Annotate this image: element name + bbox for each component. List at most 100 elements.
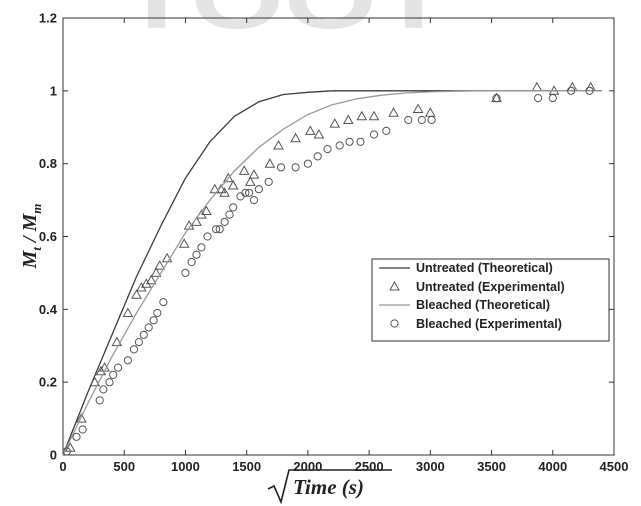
legend-label-bleached-theoretical: Bleached (Theoretical) — [416, 298, 550, 312]
data-point-untreated-experimental — [248, 169, 260, 179]
data-point-bleached-experimental — [105, 378, 114, 387]
data-point-bleached-experimental — [62, 447, 71, 456]
data-point-untreated-experimental — [531, 81, 543, 92]
data-point-untreated-experimental — [209, 183, 221, 194]
data-point-bleached-experimental — [78, 425, 87, 434]
data-point-bleached-experimental — [404, 115, 413, 125]
data-point-untreated-experimental — [219, 187, 230, 197]
data-point-bleached-experimental — [567, 86, 576, 95]
x-tick-label: 2500 — [355, 459, 384, 474]
data-point-bleached-experimental — [356, 137, 365, 146]
y-tick-label: 0.8 — [39, 156, 57, 171]
data-point-bleached-experimental — [95, 396, 104, 405]
data-point-bleached-experimental — [534, 94, 543, 103]
data-point-untreated-experimental — [244, 176, 256, 186]
data-point-bleached-experimental — [291, 163, 300, 172]
x-tick-label: 500 — [113, 459, 135, 474]
y-tick-label: 0.2 — [39, 375, 57, 390]
data-point-untreated-experimental — [76, 413, 87, 423]
x-tick-label: 1000 — [171, 459, 200, 474]
data-point-bleached-experimental — [382, 126, 391, 135]
data-point-untreated-experimental — [111, 336, 123, 347]
data-point-untreated-experimental — [342, 114, 354, 124]
data-point-bleached-experimental — [323, 145, 332, 154]
y-axis-label: Mt / Mm — [19, 204, 44, 270]
data-point-bleached-experimental — [417, 115, 426, 125]
data-point-bleached-experimental — [254, 185, 263, 194]
x-tick-label: 3500 — [477, 459, 506, 474]
data-point-bleached-experimental — [149, 316, 158, 325]
y-axis-ticks: 0 0.2 0.4 0.6 0.8 1 1.2 — [39, 11, 614, 463]
data-point-bleached-experimental — [153, 308, 162, 318]
data-point-bleached-experimental — [99, 385, 108, 394]
legend-label-untreated-theoretical: Untreated (Theoretical) — [416, 261, 553, 275]
data-point-untreated-experimental — [264, 158, 276, 168]
data-point-untreated-experimental — [304, 125, 316, 135]
data-point-bleached-experimental — [249, 196, 259, 205]
x-tick-label: 0 — [59, 459, 66, 474]
data-point-untreated-experimental — [150, 267, 162, 277]
x-axis-label: Time (s) — [267, 469, 392, 505]
data-point-untreated-experimental — [356, 110, 368, 121]
data-point-bleached-experimental — [241, 188, 250, 197]
data-point-bleached-experimental — [114, 363, 123, 372]
data-point-untreated-experimental — [178, 238, 190, 248]
data-point-bleached-experimental — [134, 338, 143, 347]
y-tick-label: 0.6 — [39, 229, 57, 244]
data-point-untreated-experimental — [238, 165, 250, 175]
data-point-bleached-experimental — [72, 432, 81, 441]
legend-label-untreated-experimental: Untreated (Experimental) — [416, 280, 565, 294]
x-tick-label: 2000 — [293, 459, 322, 474]
watermark-text: TOOT — [120, 0, 450, 46]
legend: Untreated (Theoretical) Untreated (Exper… — [371, 258, 610, 342]
x-tick-label: 3000 — [416, 459, 445, 474]
data-point-untreated-experimental — [131, 289, 142, 299]
legend-swatch-untreated-experimental — [389, 280, 400, 291]
data-point-untreated-experimental — [145, 274, 157, 285]
data-point-bleached-experimental — [144, 323, 153, 332]
data-point-untreated-experimental — [227, 179, 239, 190]
data-point-bleached-experimental — [585, 86, 594, 95]
data-point-bleached-experimental — [236, 192, 245, 201]
data-point-untreated-experimental — [313, 128, 325, 139]
data-point-untreated-experimental — [388, 107, 399, 117]
y-tick-label: 1.2 — [39, 11, 57, 26]
series-line-bleached-theoretical — [62, 90, 602, 456]
data-point-bleached-experimental — [139, 330, 148, 339]
data-point-bleached-experimental — [264, 177, 273, 186]
x-axis-ticks: 0 500 1000 1500 2000 2500 3000 3500 4000 4500 — [59, 18, 628, 474]
data-point-untreated-experimental — [412, 103, 424, 113]
data-point-bleached-experimental — [192, 250, 201, 259]
data-point-bleached-experimental — [313, 152, 322, 161]
legend-box — [371, 258, 610, 342]
legend-label-bleached-experimental: Bleached (Experimental) — [416, 317, 562, 331]
x-tick-label: 1500 — [232, 459, 261, 474]
sqrt-symbol-icon — [267, 469, 392, 505]
data-point-bleached-experimental — [212, 225, 221, 234]
data-point-bleached-experimental — [187, 257, 196, 267]
y-tick-label: 0.4 — [39, 302, 58, 317]
data-point-untreated-experimental — [89, 376, 101, 387]
data-point-untreated-experimental — [222, 172, 234, 183]
data-point-bleached-experimental — [229, 203, 238, 212]
data-point-bleached-experimental — [159, 298, 168, 307]
data-point-bleached-experimental — [303, 159, 312, 168]
legend-swatch-bleached-experimental — [390, 319, 399, 328]
data-point-untreated-experimental — [424, 107, 436, 117]
data-point-bleached-experimental — [245, 188, 254, 197]
x-tick-label: 4000 — [538, 459, 567, 474]
data-point-bleached-experimental — [225, 210, 234, 219]
data-point-untreated-experimental — [329, 118, 341, 128]
data-point-bleached-experimental — [345, 137, 354, 146]
data-point-bleached-experimental — [276, 163, 286, 172]
series-layer — [62, 81, 602, 456]
data-point-bleached-experimental — [215, 225, 224, 234]
plot-area-frame — [62, 17, 615, 456]
data-point-untreated-experimental — [154, 260, 166, 270]
data-point-bleached-experimental — [427, 115, 436, 125]
data-point-bleached-experimental — [220, 217, 229, 226]
data-point-untreated-experimental — [585, 81, 597, 92]
data-point-bleached-experimental — [197, 243, 206, 252]
data-point-bleached-experimental — [369, 130, 379, 139]
